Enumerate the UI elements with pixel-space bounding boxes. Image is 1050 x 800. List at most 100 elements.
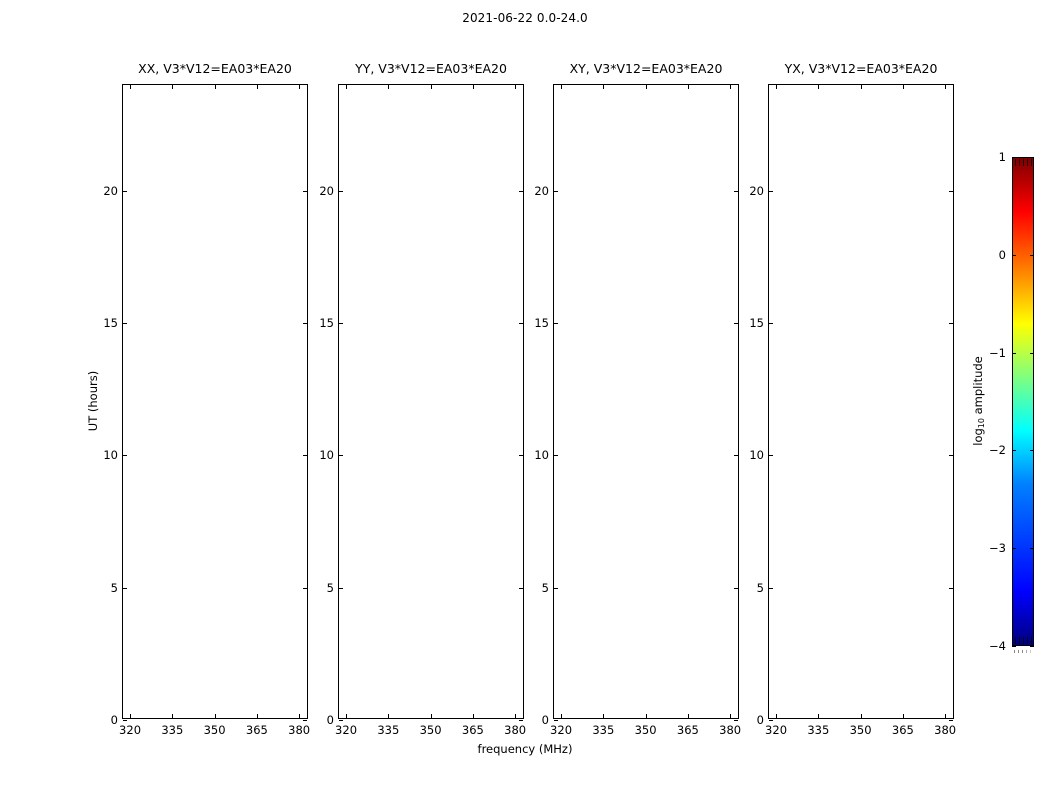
x-tick-mark	[472, 85, 474, 89]
x-tick-label: 320	[765, 723, 788, 737]
colorbar-tick-label: 0	[998, 247, 1006, 262]
colorbar-tick-mark	[1012, 450, 1016, 452]
y-tick-label: 10	[319, 448, 334, 463]
colorbar-tick-mark	[1030, 254, 1034, 256]
y-tick-mark	[734, 323, 738, 325]
x-axis-label: frequency (MHz)	[477, 742, 573, 756]
y-tick-mark	[769, 323, 773, 325]
y-tick-mark	[554, 720, 558, 721]
x-tick-mark	[214, 714, 216, 718]
y-tick-mark	[949, 587, 953, 589]
plot-panel-yy[interactable]: YY, V3*V12=EA03*EA20 0 5 10 15 20 320 335 350 36…	[319, 61, 526, 737]
y-tick-mark	[519, 455, 523, 457]
x-tick-label: 320	[335, 723, 358, 737]
plot-panel-xx[interactable]: XX, V3*V12=EA03*EA20 0 5 10 15 20 320 335 350 36…	[103, 61, 310, 737]
colorbar-tick-mark	[1012, 157, 1016, 158]
colorbar-tick-mark	[1030, 646, 1034, 647]
colorbar-tick-mark	[1030, 450, 1034, 452]
x-tick-mark	[902, 714, 904, 718]
y-tick-mark	[949, 720, 953, 721]
y-tick-label: 0	[326, 713, 334, 727]
y-tick-mark	[554, 190, 558, 192]
y-tick-mark	[123, 587, 127, 589]
x-tick-mark	[860, 85, 862, 89]
y-tick-mark	[123, 190, 127, 192]
x-tick-label: 380	[288, 723, 311, 737]
x-tick-mark	[561, 85, 563, 89]
colorbar-tick-mark	[1012, 646, 1016, 647]
y-tick-mark	[519, 587, 523, 589]
x-tick-mark	[860, 714, 862, 718]
x-tick-mark	[902, 85, 904, 89]
y-tick-label: 20	[749, 183, 764, 198]
x-tick-mark	[603, 714, 605, 718]
y-tick-mark	[303, 455, 307, 457]
colorbar-gradient	[1012, 157, 1034, 646]
colorbar-tick-mark	[1030, 352, 1034, 354]
y-tick-mark	[949, 190, 953, 192]
x-tick-mark	[645, 714, 647, 718]
x-tick-label: 365	[245, 723, 268, 737]
panel-title-xy: XY, V3*V12=EA03*EA20	[569, 61, 723, 76]
y-tick-mark	[769, 190, 773, 192]
colorbar-tick-mark	[1012, 548, 1016, 550]
plot-panel-yx[interactable]: YX, V3*V12=EA03*EA20 0 5 10 15 20 320 335 350 36…	[749, 61, 956, 737]
y-axis-label: UT (hours)	[86, 370, 100, 432]
x-tick-label: 380	[504, 723, 527, 737]
x-tick-label: 350	[203, 723, 226, 737]
x-tick-mark	[515, 714, 517, 718]
x-tick-label: 320	[550, 723, 573, 737]
y-tick-label: 5	[110, 580, 118, 595]
x-tick-mark	[472, 714, 474, 718]
x-tick-mark	[346, 85, 348, 89]
y-tick-mark	[339, 587, 343, 589]
y-tick-mark	[734, 455, 738, 457]
panel-title-xx: XX, V3*V12=EA03*EA20	[138, 61, 292, 76]
x-tick-label: 335	[161, 723, 184, 737]
figure-suptitle: 2021-06-22 0.0-24.0	[462, 11, 588, 25]
x-tick-mark	[945, 714, 947, 718]
y-tick-mark	[303, 190, 307, 192]
x-tick-mark	[299, 85, 301, 89]
y-tick-label: 0	[756, 713, 764, 727]
x-tick-mark	[561, 714, 563, 718]
panel-title-yx: YX, V3*V12=EA03*EA20	[784, 61, 938, 76]
y-tick-mark	[339, 190, 343, 192]
x-tick-mark	[172, 714, 174, 718]
y-tick-label: 10	[103, 448, 118, 463]
y-tick-mark	[769, 587, 773, 589]
x-tick-label: 335	[377, 723, 400, 737]
x-tick-mark	[172, 85, 174, 89]
colorbar[interactable]: 1 0 −1 −2 −3 −4	[989, 150, 1034, 653]
x-tick-mark	[687, 85, 689, 89]
colorbar-label: log10 amplitude	[971, 356, 986, 446]
x-tick-label: 365	[891, 723, 914, 737]
x-tick-mark	[214, 85, 216, 89]
x-tick-mark	[515, 85, 517, 89]
y-tick-mark	[339, 720, 343, 721]
y-tick-mark	[769, 720, 773, 721]
x-tick-mark	[130, 85, 132, 89]
y-tick-mark	[734, 190, 738, 192]
x-tick-mark	[603, 85, 605, 89]
x-tick-mark	[388, 85, 390, 89]
x-tick-mark	[388, 714, 390, 718]
x-tick-mark	[256, 85, 258, 89]
y-tick-label: 20	[319, 183, 334, 198]
y-tick-mark	[123, 323, 127, 325]
x-tick-mark	[818, 714, 820, 718]
y-tick-mark	[949, 455, 953, 457]
y-tick-mark	[123, 720, 127, 721]
colorbar-under-dots	[1014, 650, 1034, 653]
plot-panel-xy[interactable]: XY, V3*V12=EA03*EA20 0 5 10 15 20 320 335 350 36…	[534, 61, 741, 737]
x-tick-mark	[256, 714, 258, 718]
y-tick-mark	[123, 455, 127, 457]
x-tick-mark	[776, 714, 778, 718]
y-tick-mark	[519, 720, 523, 721]
y-tick-mark	[769, 455, 773, 457]
colorbar-tick-label: −3	[989, 541, 1006, 556]
x-tick-mark	[299, 714, 301, 718]
y-tick-mark	[303, 720, 307, 721]
x-tick-label: 350	[419, 723, 442, 737]
